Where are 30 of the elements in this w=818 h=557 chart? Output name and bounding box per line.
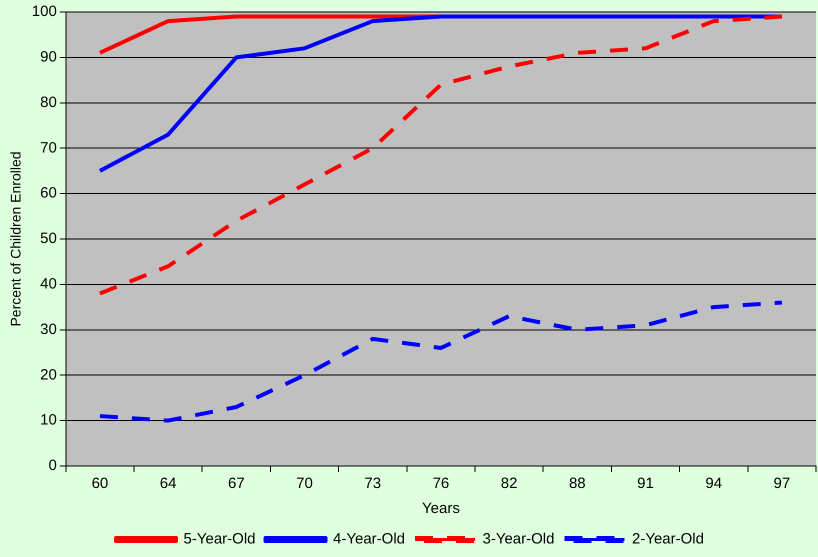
y-tick-label: 40: [40, 276, 57, 293]
legend-label: 2-Year-Old: [632, 530, 704, 548]
x-tick-label: 91: [637, 475, 654, 492]
line-series: [98, 300, 784, 423]
y-tick-label: 70: [40, 139, 57, 156]
y-tick-label: 100: [32, 3, 57, 20]
y-axis-title: Percent of Children Enrolled: [7, 151, 24, 327]
x-tick-label: 94: [705, 475, 722, 492]
y-tick-label: 80: [40, 94, 57, 111]
y-tick-label: 20: [40, 366, 57, 384]
x-tick-label: 88: [568, 475, 586, 492]
x-tick-label: 82: [500, 475, 518, 492]
x-tick-label: 70: [296, 475, 313, 492]
line-series: [98, 14, 784, 296]
x-tick-label: 73: [364, 475, 382, 492]
legend-label: 5-Year-Old: [184, 530, 256, 548]
y-tick-label: 90: [40, 48, 57, 66]
x-tick-label: 60: [92, 475, 108, 492]
legend-label: 3-Year-Old: [482, 530, 554, 548]
y-tick-label: 50: [40, 230, 57, 248]
x-tick-label: 64: [160, 475, 176, 492]
legend-label: 4-Year-Old: [333, 530, 405, 548]
y-tick-label: 10: [40, 412, 57, 429]
y-tick-label: 0: [48, 457, 57, 474]
x-axis-title: Years: [422, 500, 460, 518]
y-tick-label: 60: [40, 184, 57, 202]
y-tick-label: 30: [40, 320, 57, 338]
x-tick-label: 76: [432, 475, 450, 492]
x-tick-label: 97: [774, 475, 790, 492]
x-tick-label: 67: [228, 475, 245, 492]
